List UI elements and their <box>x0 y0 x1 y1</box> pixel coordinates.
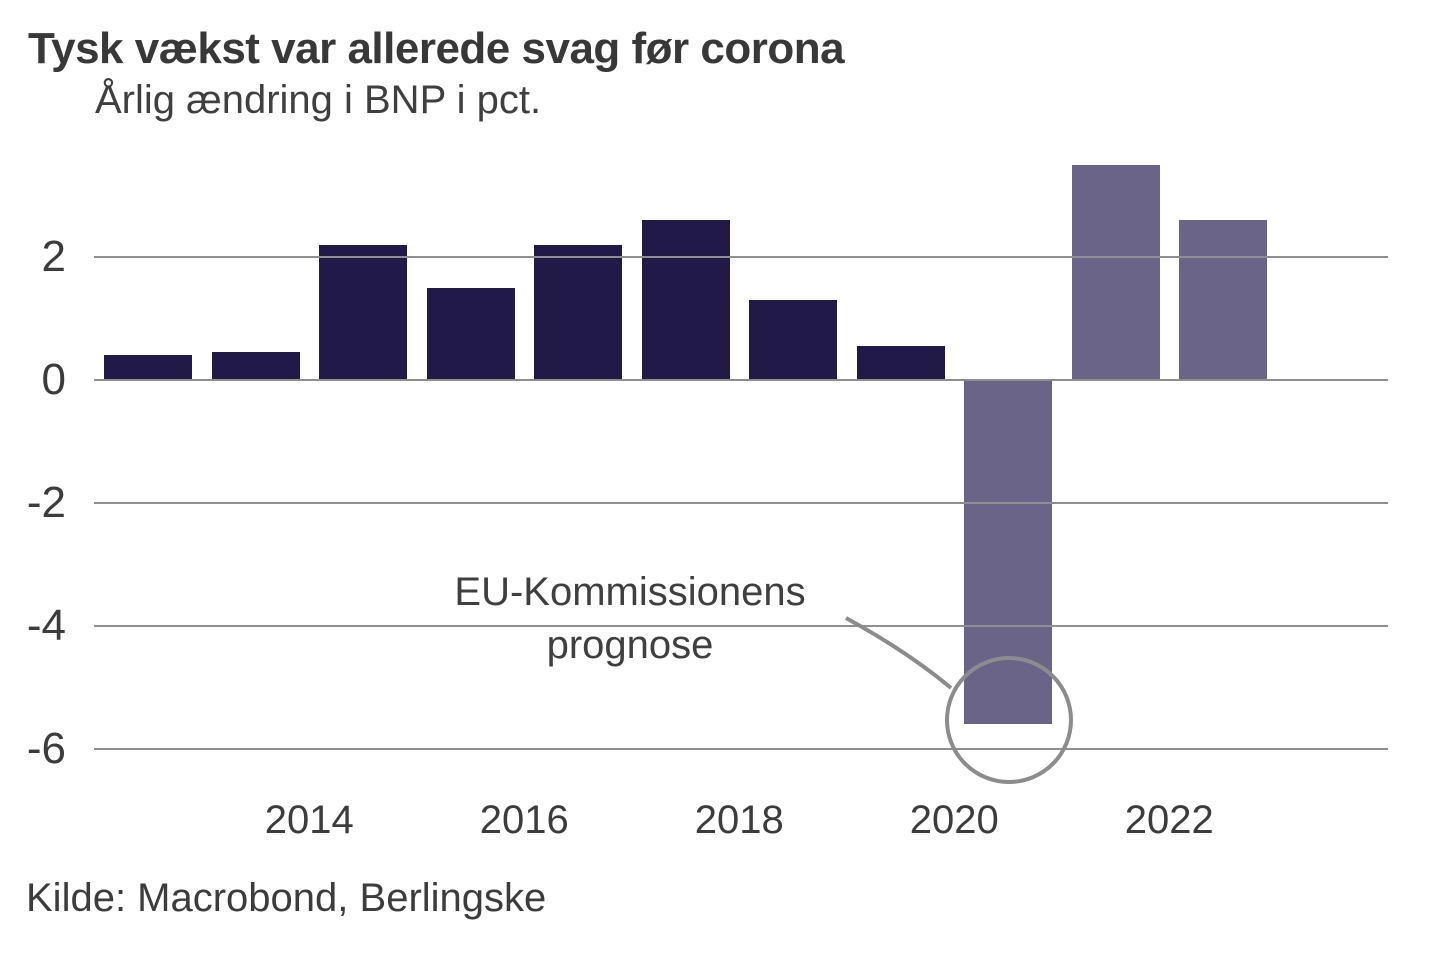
gridline-y--4 <box>94 625 1388 627</box>
gridline-y-2 <box>94 256 1388 258</box>
x-axis-label-2016: 2016 <box>479 798 569 842</box>
y-axis-label-2: 2 <box>41 232 66 281</box>
y-axis-label--6: -6 <box>26 724 66 773</box>
gridline-y-0 <box>94 379 1388 381</box>
bar-2015 <box>426 287 515 380</box>
annotation-label-line2: prognose <box>546 623 714 667</box>
y-axis-label--2: -2 <box>26 478 66 527</box>
bar-2019 <box>856 346 945 380</box>
bar-2020 <box>964 380 1052 725</box>
bar-2021 <box>1071 164 1160 380</box>
y-axis-label--4: -4 <box>26 601 66 650</box>
chart-subtitle: Årlig ændring i BNP i pct. <box>95 78 542 122</box>
x-axis-label-2022: 2022 <box>1124 798 1214 842</box>
bar-2018 <box>749 300 837 380</box>
chart-title: Tysk vækst var allerede svag før corona <box>28 24 845 73</box>
bar-2012 <box>104 355 192 380</box>
bar-2014 <box>319 244 407 380</box>
x-axis-label-2014: 2014 <box>264 798 354 842</box>
bar-2017 <box>641 220 730 380</box>
annotation-label-line1: EU-Kommissionens <box>454 570 806 614</box>
bar-2016 <box>534 244 622 380</box>
annotation-label: EU-Kommissionens prognose <box>454 566 805 672</box>
bar-2022 <box>1179 220 1267 380</box>
x-axis-label-2020: 2020 <box>909 798 999 842</box>
y-axis-label-0: 0 <box>41 355 66 404</box>
x-axis-label-2018: 2018 <box>694 798 784 842</box>
gridline-y--2 <box>94 502 1388 504</box>
source-note: Kilde: Macrobond, Berlingske <box>26 876 547 920</box>
bar-2013 <box>211 352 300 380</box>
gridline-y--6 <box>94 748 1388 750</box>
